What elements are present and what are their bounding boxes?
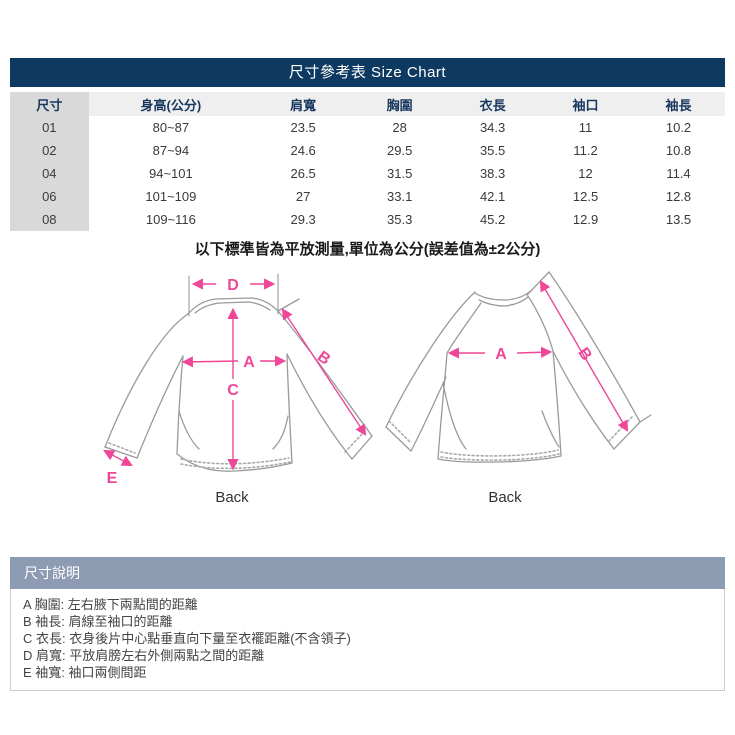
- cell-chest: 31.5: [353, 162, 447, 185]
- size-chart-table: 尺寸 身高(公分) 肩寬 胸圍 衣長 袖口 袖長 01 80~87 23.5 2…: [10, 92, 725, 231]
- label-B: B: [314, 348, 333, 369]
- size-note-item-c: C 衣長: 衣身後片中心點垂直向下量至衣襬距離(不含領子): [23, 631, 351, 646]
- size-chart-page: 尺寸參考表 Size Chart 尺寸 身高(公分) 肩寬 胸圍 衣長 袖口 袖…: [10, 58, 725, 691]
- cell-chest: 29.5: [353, 139, 447, 162]
- column-header-sleeve: 袖長: [632, 92, 725, 116]
- cell-height: 87~94: [88, 139, 254, 162]
- cell-shoulder: 26.5: [253, 162, 354, 185]
- size-note-item-b: B 袖長: 肩線至袖口的距離: [23, 614, 173, 629]
- cell-length: 45.2: [446, 208, 540, 231]
- size-notes-title: 尺寸說明: [24, 565, 80, 581]
- cell-length: 35.5: [446, 139, 540, 162]
- label-E: E: [107, 470, 118, 487]
- size-note-item-e: E 袖寬: 袖口兩側間距: [23, 665, 147, 680]
- label-A: A: [243, 354, 255, 371]
- cell-cuff: 12: [539, 162, 632, 185]
- cell-height: 109~116: [88, 208, 254, 231]
- cell-shoulder: 23.5: [253, 116, 354, 139]
- label-D: D: [227, 277, 239, 294]
- label-A: A: [495, 346, 507, 363]
- shirt-back-left-illustration: [104, 273, 373, 472]
- shirt-back-right-illustration: [385, 271, 652, 463]
- cell-shoulder: 24.6: [253, 139, 354, 162]
- cell-height: 80~87: [88, 116, 254, 139]
- size-notes-title-bar: 尺寸說明: [10, 557, 725, 589]
- column-header-height: 身高(公分): [88, 92, 254, 116]
- table-row: 02 87~94 24.6 29.5 35.5 11.2 10.8: [10, 139, 725, 162]
- measurement-diagram: D A C B E Back: [103, 271, 652, 506]
- size-notes-box: A 胸圍: 左右腋下兩點間的距離 B 袖長: 肩線至袖口的距離 C 衣長: 衣身…: [10, 589, 725, 691]
- arrow-A: [516, 346, 553, 358]
- back-label-right: Back: [488, 489, 522, 506]
- size-chart-title-bar: 尺寸參考表 Size Chart: [10, 58, 725, 87]
- cell-shoulder: 27: [253, 185, 354, 208]
- cell-sleeve: 11.4: [632, 162, 725, 185]
- cell-length: 42.1: [446, 185, 540, 208]
- shirt-back-left-labels: D A C B E: [107, 277, 334, 487]
- arrow-B: [281, 308, 367, 436]
- arrow-A: [181, 356, 239, 368]
- column-header-shoulder: 肩寬: [253, 92, 354, 116]
- cell-cuff: 11: [539, 116, 632, 139]
- cell-cuff: 11.2: [539, 139, 632, 162]
- cell-sleeve: 12.8: [632, 185, 725, 208]
- cell-size: 02: [10, 139, 89, 162]
- label-B: B: [574, 345, 595, 364]
- cell-size: 08: [10, 208, 89, 231]
- cell-size: 04: [10, 162, 89, 185]
- cell-chest: 33.1: [353, 185, 447, 208]
- cell-cuff: 12.5: [539, 185, 632, 208]
- cell-chest: 28: [353, 116, 447, 139]
- cell-sleeve: 10.2: [632, 116, 725, 139]
- table-row: 04 94~101 26.5 31.5 38.3 12 11.4: [10, 162, 725, 185]
- table-header-row: 尺寸 身高(公分) 肩寬 胸圍 衣長 袖口 袖長: [10, 92, 725, 116]
- shirt-back-left-arrows: [103, 278, 367, 471]
- column-header-cuff: 袖口: [539, 92, 632, 116]
- back-label-left: Back: [215, 489, 249, 506]
- column-header-length: 衣長: [446, 92, 540, 116]
- cell-height: 101~109: [88, 185, 254, 208]
- shirt-back-right-arrows: [447, 280, 629, 432]
- cell-cuff: 12.9: [539, 208, 632, 231]
- table-row: 01 80~87 23.5 28 34.3 11 10.2: [10, 116, 725, 139]
- size-note-item-d: D 肩寬: 平放肩膀左右外側兩點之間的距離: [23, 648, 265, 663]
- cell-length: 38.3: [446, 162, 540, 185]
- arrow-E: [103, 449, 133, 467]
- shirt-back-right-labels: A B: [495, 345, 595, 364]
- size-chart-title: 尺寸參考表 Size Chart: [288, 64, 447, 81]
- cell-size: 01: [10, 116, 89, 139]
- label-C: C: [227, 382, 239, 399]
- column-header-size: 尺寸: [10, 92, 89, 116]
- column-header-chest: 胸圍: [353, 92, 447, 116]
- measurement-note: 以下標準皆為平放測量,單位為公分(誤差值為±2公分): [194, 241, 541, 258]
- cell-shoulder: 29.3: [253, 208, 354, 231]
- cell-sleeve: 13.5: [632, 208, 725, 231]
- cell-sleeve: 10.8: [632, 139, 725, 162]
- cell-length: 34.3: [446, 116, 540, 139]
- cell-size: 06: [10, 185, 89, 208]
- arrow-B: [539, 280, 629, 432]
- table-row: 08 109~116 29.3 35.3 45.2 12.9 13.5: [10, 208, 725, 231]
- size-note-item-a: A 胸圍: 左右腋下兩點間的距離: [23, 597, 198, 612]
- cell-chest: 35.3: [353, 208, 447, 231]
- table-row: 06 101~109 27 33.1 42.1 12.5 12.8: [10, 185, 725, 208]
- cell-height: 94~101: [88, 162, 254, 185]
